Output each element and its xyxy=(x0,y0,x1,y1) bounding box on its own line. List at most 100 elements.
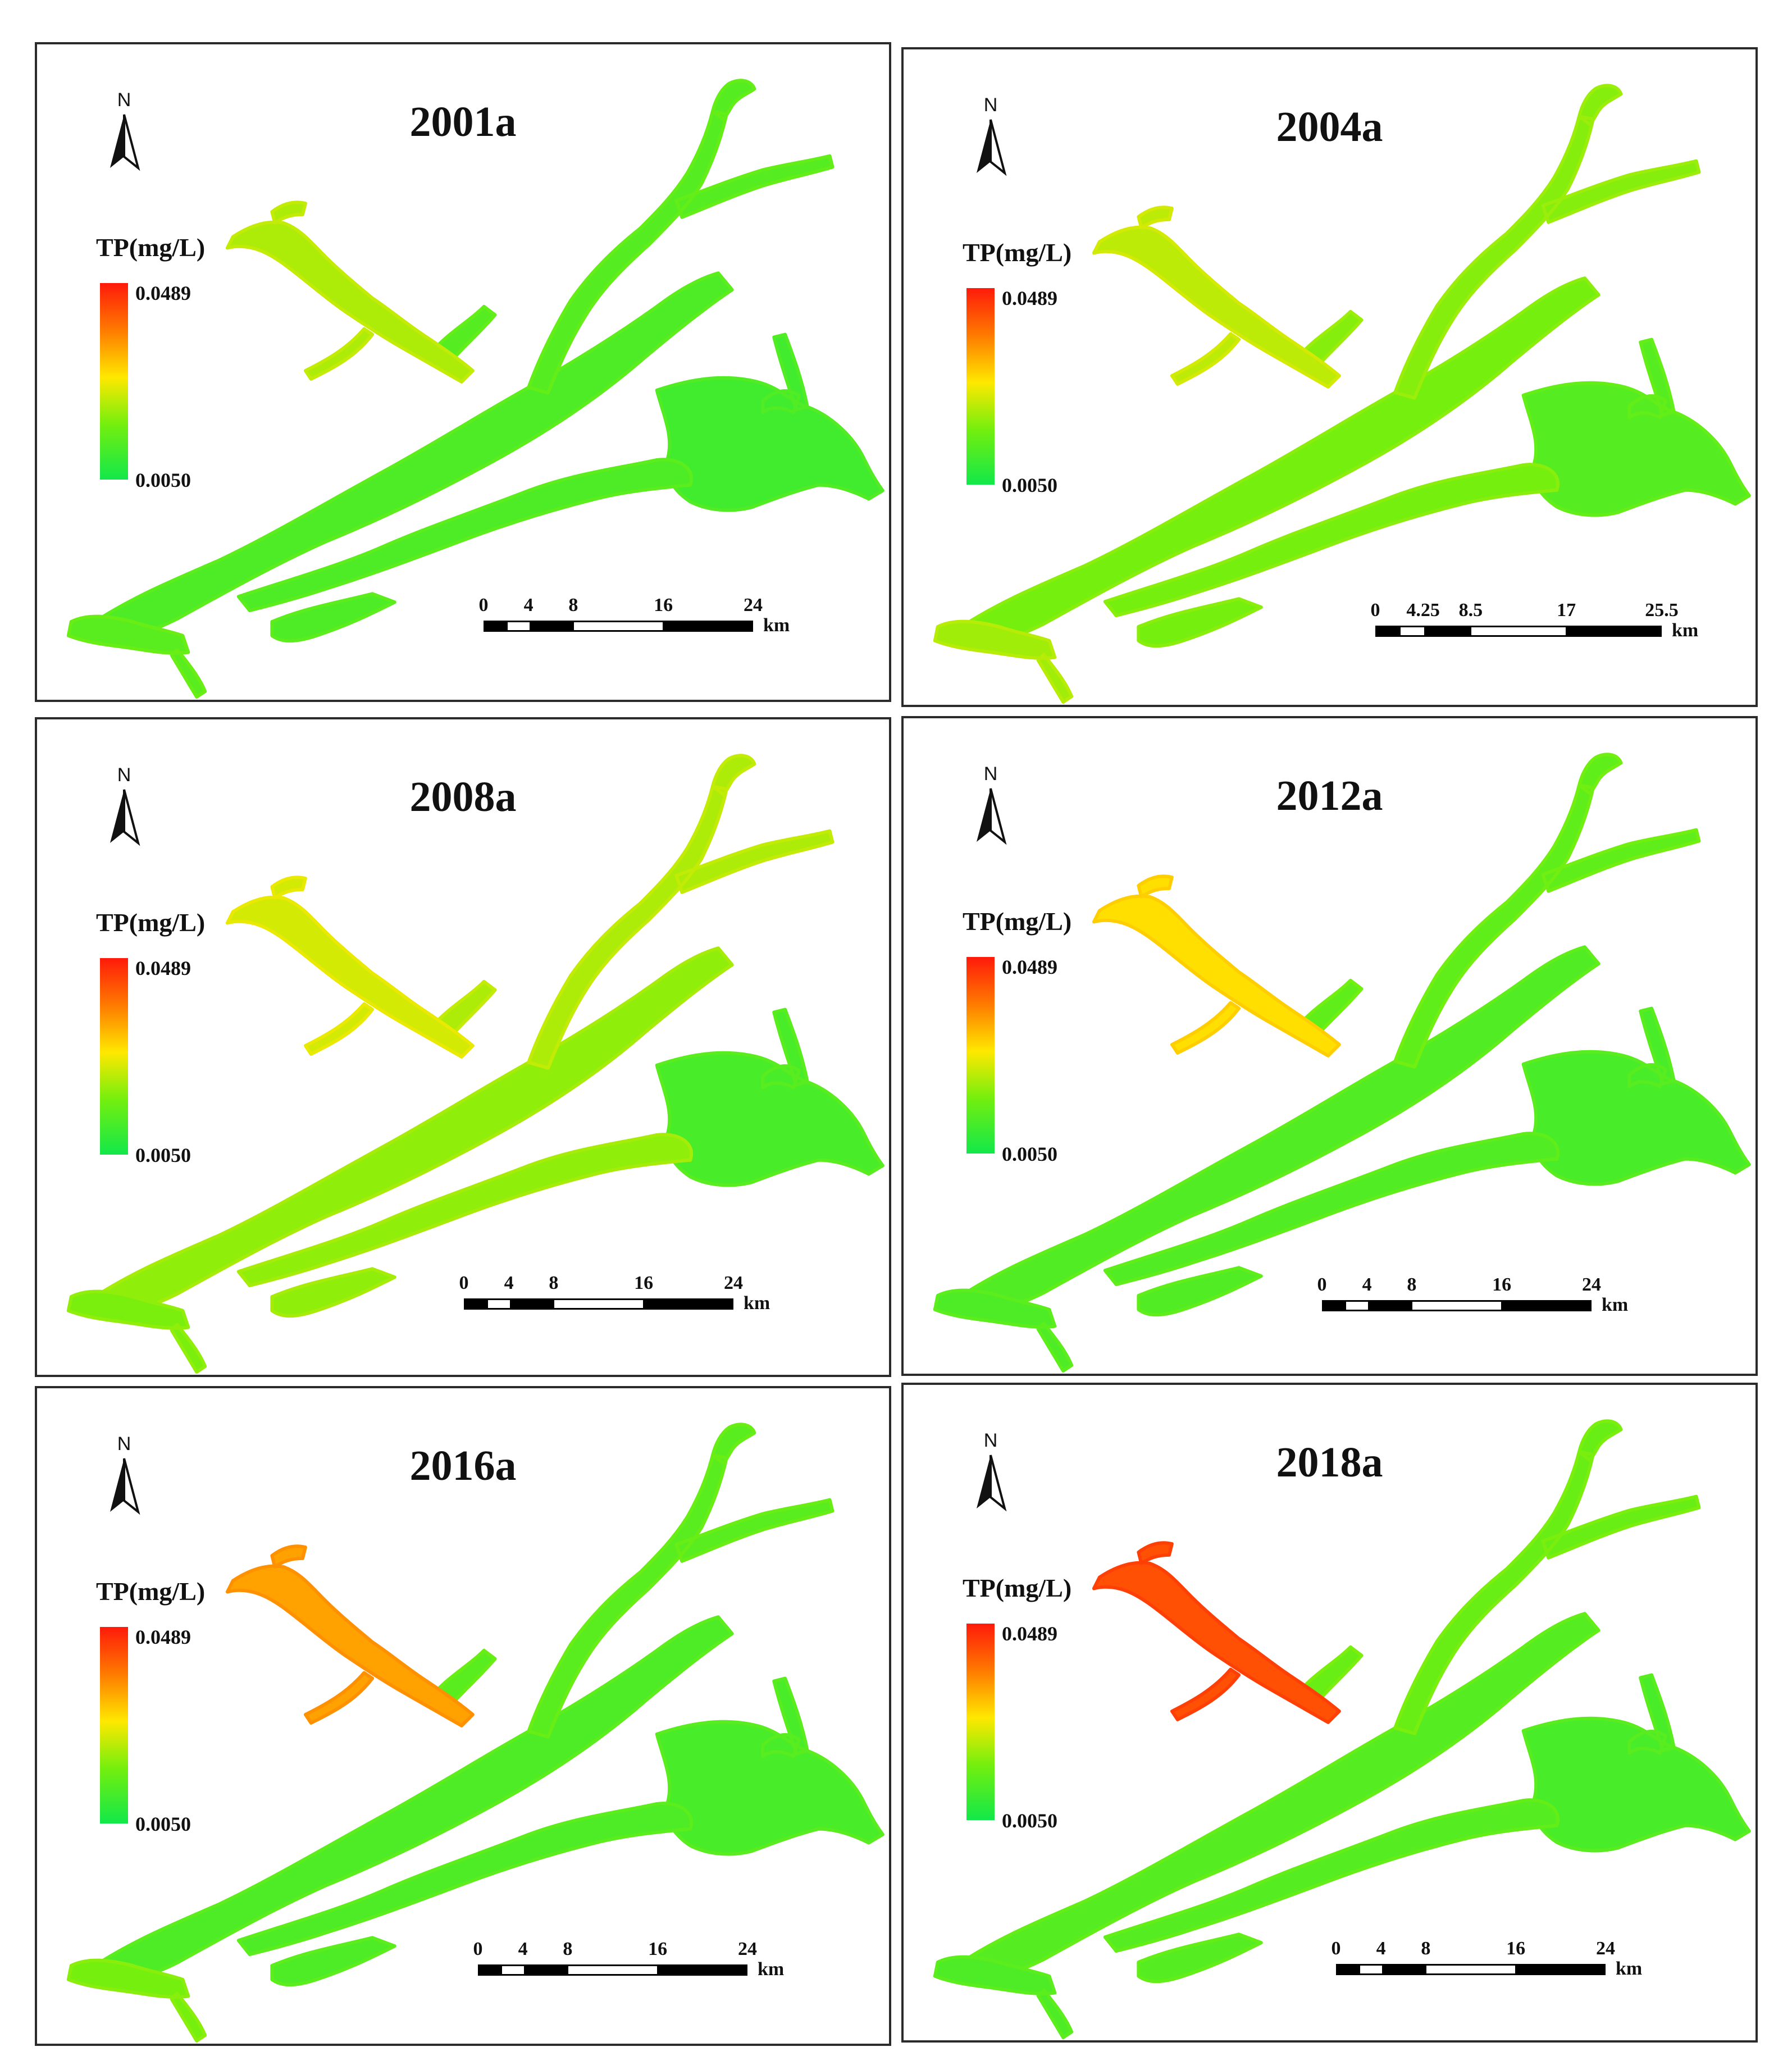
water-region-lower-arm xyxy=(1103,463,1560,618)
legend-title: TP(mg/L) xyxy=(963,238,1072,267)
scale-tick-label: 16 xyxy=(1506,1938,1526,1959)
scale-bar-track xyxy=(478,1964,747,1976)
water-region-northwest-arm xyxy=(225,876,475,1059)
scale-bar-segment xyxy=(530,622,574,630)
scale-bar: 0 4 8 16 24 km xyxy=(459,1273,801,1318)
water-region-lower-arm xyxy=(1103,1798,1560,1953)
water-region-southwest-end xyxy=(933,619,1074,704)
legend-color-ramp xyxy=(966,288,995,485)
scale-tick-label: 0 xyxy=(473,1939,483,1959)
scale-bar-segment xyxy=(510,1300,554,1308)
water-region-northwest-arm xyxy=(1092,206,1341,389)
legend-color-ramp xyxy=(100,283,128,480)
north-arrow-icon: N xyxy=(965,94,1016,179)
reservoir-map xyxy=(933,1419,1751,2040)
legend-color-ramp xyxy=(966,957,995,1154)
scale-tick-label: 8 xyxy=(1421,1938,1431,1959)
north-label: N xyxy=(983,763,998,785)
legend-min-label: 0.0050 xyxy=(135,469,191,491)
scale-bar: 0 4 8 16 24 km xyxy=(1317,1274,1659,1319)
water-region-main-body xyxy=(955,1612,1601,1984)
north-label: N xyxy=(117,1433,131,1455)
water-region-south-arm xyxy=(270,1936,396,1987)
scale-tick-label: 0 xyxy=(1370,600,1380,621)
water-region-lower-arm xyxy=(1103,1132,1560,1287)
water-region-upper-arms xyxy=(1293,1419,1701,1735)
legend-min-label: 0.0050 xyxy=(135,1813,191,1835)
scale-tick-label: 16 xyxy=(634,1273,654,1293)
water-region-southwest-end xyxy=(66,1958,207,2043)
scale-tick-label: 16 xyxy=(648,1939,668,1959)
scale-tick-label: 0 xyxy=(1317,1274,1327,1295)
map-panel: 2008a N TP(mg/L) 0.0489 0.0050 0 4 8 16 24 km xyxy=(35,717,891,1377)
scale-tick-label: 16 xyxy=(654,595,673,616)
legend-min-label: 0.0050 xyxy=(1002,474,1057,496)
scale-bar-track xyxy=(1375,626,1662,637)
legend-min-label: 0.0050 xyxy=(1002,1809,1057,1832)
water-region-lower-arm xyxy=(236,1802,693,1957)
scale-bar-segment xyxy=(1338,1966,1360,1973)
scale-bar-segment xyxy=(1377,627,1401,635)
north-label: N xyxy=(983,1430,998,1451)
reservoir-map xyxy=(66,754,884,1374)
panel-title: 2018a xyxy=(1276,1439,1383,1486)
water-region-south-arm xyxy=(1137,1932,1263,1984)
scale-bar-segment xyxy=(1501,1302,1590,1310)
legend-title: TP(mg/L) xyxy=(96,233,206,262)
scale-bar-segment xyxy=(480,1966,502,1974)
legend-title: TP(mg/L) xyxy=(963,1574,1072,1602)
legend-color-ramp xyxy=(100,958,128,1155)
north-arrow-icon: N xyxy=(965,763,1016,847)
water-region-southwest-end xyxy=(66,1289,207,1374)
map-panel: 2016a N TP(mg/L) 0.0489 0.0050 0 4 8 16 24 km xyxy=(35,1386,891,2046)
panel-title: 2016a xyxy=(409,1442,517,1489)
scale-bar-track xyxy=(1322,1300,1592,1311)
panel-title: 2001a xyxy=(409,98,517,145)
legend-max-label: 0.0489 xyxy=(135,957,191,979)
water-region-lower-arm xyxy=(236,1133,693,1288)
scale-tick-label: 8 xyxy=(563,1939,573,1959)
scale-bar-segment xyxy=(1324,1302,1346,1310)
water-region-main-body xyxy=(89,946,734,1318)
scale-tick-label: 25.5 xyxy=(1645,600,1679,621)
scale-tick-label: 4 xyxy=(504,1273,514,1293)
scale-tick-label: 0 xyxy=(459,1273,469,1293)
north-label: N xyxy=(117,89,131,111)
reservoir-map xyxy=(933,84,1751,704)
scale-tick-label: 24 xyxy=(1596,1938,1615,1959)
scale-unit-label: km xyxy=(1672,620,1699,641)
map-panel: 2001a N TP(mg/L) 0.0489 0.0050 0 4 8 16 24 km xyxy=(35,42,891,702)
water-region-south-arm xyxy=(270,1267,396,1318)
scale-bar-segment xyxy=(1424,627,1471,635)
legend-color-ramp xyxy=(966,1624,995,1820)
scale-tick-label: 8 xyxy=(1407,1274,1417,1295)
legend-max-label: 0.0489 xyxy=(135,282,191,304)
scale-tick-label: 24 xyxy=(724,1273,743,1293)
scale-tick-label: 0 xyxy=(1331,1938,1341,1959)
map-panel: 2018a N TP(mg/L) 0.0489 0.0050 0 4 8 16 24 km xyxy=(901,1383,1758,2043)
legend-min-label: 0.0050 xyxy=(135,1144,191,1166)
water-region-northwest-arm xyxy=(225,1544,475,1727)
scale-tick-label: 4 xyxy=(523,595,534,616)
water-region-southwest-end xyxy=(66,614,207,699)
water-region-upper-arms xyxy=(426,79,835,395)
water-region-south-arm xyxy=(1137,1266,1263,1317)
panel-title: 2004a xyxy=(1276,103,1383,151)
panel-title: 2012a xyxy=(1276,772,1383,819)
reservoir-map xyxy=(66,1423,884,2043)
north-arrow-icon: N xyxy=(99,1433,149,1517)
legend-color-ramp xyxy=(100,1627,128,1824)
legend-title: TP(mg/L) xyxy=(96,908,206,937)
water-region-upper-arms xyxy=(426,1423,835,1739)
scale-tick-label: 4 xyxy=(1376,1938,1386,1959)
scale-unit-label: km xyxy=(1602,1294,1629,1315)
scale-bar-track xyxy=(484,621,753,632)
water-region-main-body xyxy=(955,945,1601,1317)
scale-bar-segment xyxy=(524,1966,568,1974)
scale-bar-segment xyxy=(485,622,508,630)
scale-tick-label: 4 xyxy=(1362,1274,1372,1295)
water-region-upper-arms xyxy=(1293,753,1701,1069)
scale-bar-segment xyxy=(1566,627,1660,635)
water-region-main-body xyxy=(89,271,734,643)
